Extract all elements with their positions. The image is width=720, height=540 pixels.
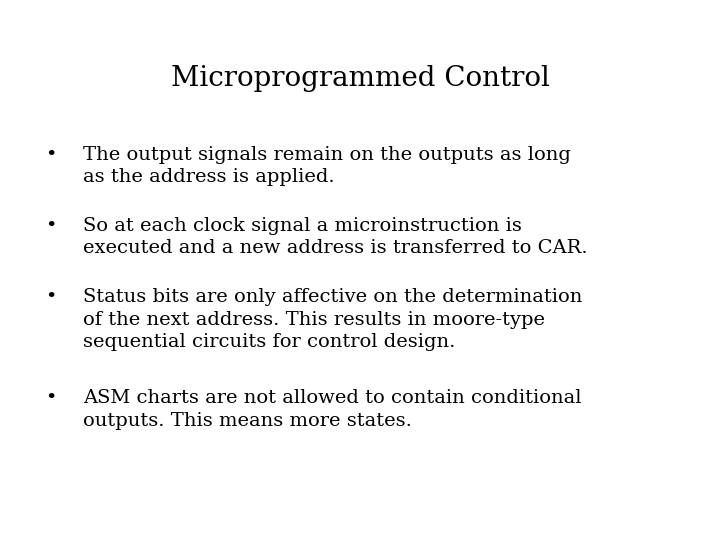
Text: The output signals remain on the outputs as long
as the address is applied.: The output signals remain on the outputs… [83, 146, 571, 186]
Text: •: • [45, 146, 56, 164]
Text: ASM charts are not allowed to contain conditional
outputs. This means more state: ASM charts are not allowed to contain co… [83, 389, 581, 429]
Text: Microprogrammed Control: Microprogrammed Control [171, 65, 549, 92]
Text: So at each clock signal a microinstruction is
executed and a new address is tran: So at each clock signal a microinstructi… [83, 217, 588, 257]
Text: Status bits are only affective on the determination
of the next address. This re: Status bits are only affective on the de… [83, 288, 582, 351]
Text: •: • [45, 288, 56, 306]
Text: •: • [45, 217, 56, 235]
Text: •: • [45, 389, 56, 407]
